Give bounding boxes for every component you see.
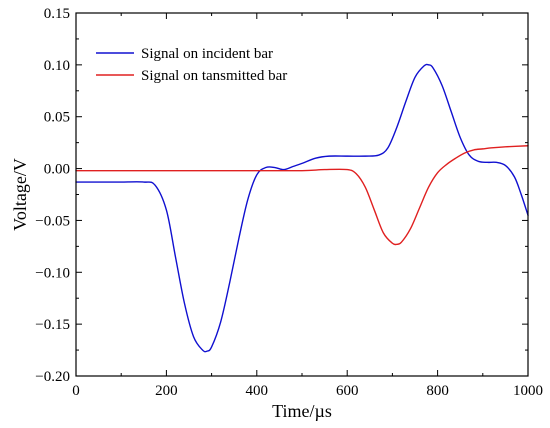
x-tick-label: 0 — [72, 383, 80, 399]
series-line-1 — [75, 63, 529, 353]
x-tick-label: 800 — [426, 383, 449, 399]
x-axis-title: Time/µs — [272, 401, 332, 421]
y-tick-label: −0.10 — [35, 265, 70, 281]
y-axis-title: Voltage/V — [10, 158, 30, 231]
y-tick-label: 0.05 — [44, 110, 70, 126]
series-line-2 — [75, 145, 529, 246]
y-tick-label: 0.10 — [44, 58, 70, 74]
axes-layer: 0 200 400 600 800 1000 −0.20 −0.15 −0.10 −0.05 0.0… — [35, 6, 543, 399]
x-tick-label: 200 — [155, 383, 178, 399]
x-tick-label: 400 — [246, 383, 269, 399]
legend-label-2: Signal on tansmitted bar — [141, 68, 287, 84]
y-tick-label: −0.15 — [35, 317, 70, 333]
y-tick-label: −0.05 — [35, 213, 70, 229]
y-tick-label: −0.20 — [35, 369, 70, 385]
legend-label-1: Signal on incident bar — [141, 46, 273, 62]
x-tick-label: 1000 — [513, 383, 543, 399]
y-tick-label: 0.15 — [44, 6, 70, 22]
x-tick-label: 600 — [336, 383, 359, 399]
y-tick-label: 0.00 — [44, 162, 70, 178]
legend: Signal on incident bar Signal on tansmitt… — [96, 46, 287, 84]
series-layer — [75, 63, 529, 353]
